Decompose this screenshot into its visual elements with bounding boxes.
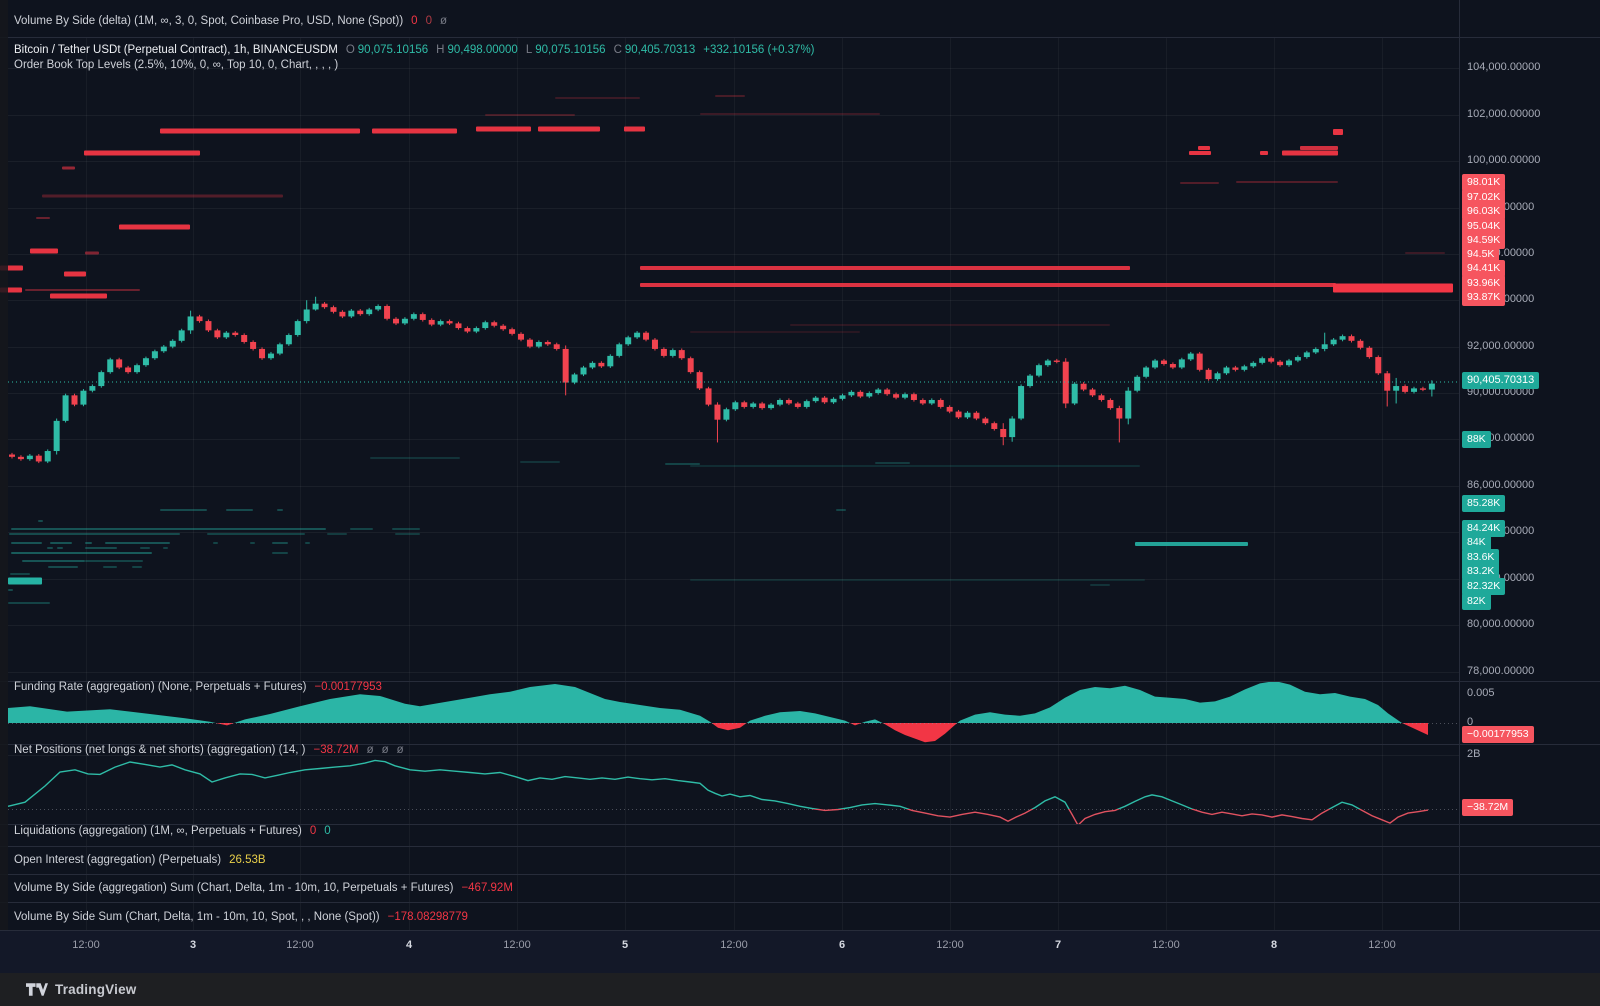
- legend-part: −0.00177953: [314, 681, 382, 693]
- legend-part: Volume By Side (aggregation) Sum (Chart,…: [14, 882, 454, 894]
- bid-level-badge: 83.2K: [1462, 563, 1500, 580]
- axis-label: 78,000.00000: [1467, 665, 1535, 677]
- price-axis[interactable]: 104,000.00000 102,000.00000 100,000.00000 9…: [1460, 0, 1600, 972]
- legend-part: ø: [381, 744, 389, 756]
- legend-part: −178.08298779: [387, 911, 468, 923]
- bid-level-badge: 85.28K: [1462, 495, 1506, 512]
- candles-series: [9, 296, 1435, 464]
- legend-part: C: [613, 44, 622, 56]
- chart-left-edge: [0, 0, 8, 972]
- ask-level-badge: 97.02K: [1462, 189, 1506, 206]
- axis-label: 0.005: [1467, 687, 1495, 699]
- legend-part: Open Interest (aggregation) (Perpetuals): [14, 854, 222, 866]
- time-axis[interactable]: 12:00 3 12:00 4 12:00 5 12:00 6 12:00 7 12:00 8 12:0…: [0, 930, 1600, 973]
- legend-part: +332.10156 (+0.37%): [703, 44, 815, 56]
- legend-part: 0: [411, 15, 418, 27]
- axis-label: 92,000.00000: [1467, 340, 1535, 352]
- time-label-hour: 12:00: [720, 939, 748, 951]
- legend-part: Volume By Side (delta) (1M, ∞, 3, 0, Spo…: [14, 15, 404, 27]
- ask-level-badge: 93.87K: [1462, 289, 1506, 306]
- axis-label: 86,000.00000: [1467, 479, 1535, 491]
- axis-label: 80,000.00000: [1467, 618, 1535, 630]
- time-label-day: 5: [621, 939, 629, 951]
- legend-part: Bitcoin / Tether USDt (Perpetual Contrac…: [14, 44, 338, 56]
- legend-part: 90,075.10156: [535, 44, 606, 56]
- time-label-hour: 12:00: [72, 939, 100, 951]
- legend-order-book[interactable]: Order Book Top Levels (2.5%, 10%, 0, ∞, …: [14, 58, 346, 73]
- bid-level-badge: 82.32K: [1462, 578, 1506, 595]
- funding-rate-badge: −0.00177953: [1462, 726, 1534, 743]
- legend-part: 0: [324, 825, 331, 837]
- time-label-day: 3: [189, 939, 197, 951]
- net-positions-badge: −38.72M: [1462, 799, 1514, 816]
- legend-vbs-sum[interactable]: Volume By Side Sum (Chart, Delta, 1m - 1…: [14, 910, 476, 925]
- time-label-hour: 12:00: [1368, 939, 1396, 951]
- legend-part: L: [525, 44, 533, 56]
- time-label-day: 6: [838, 939, 846, 951]
- legend-net-positions[interactable]: Net Positions (net longs & net shorts) (…: [14, 743, 412, 758]
- time-label-day: 8: [1270, 939, 1278, 951]
- legend-part: Net Positions (net longs & net shorts) (…: [14, 744, 306, 756]
- legend-part: O: [345, 44, 355, 56]
- legend-part: ø: [366, 744, 374, 756]
- time-label-hour: 12:00: [1152, 939, 1180, 951]
- legend-volume-by-side-delta[interactable]: Volume By Side (delta) (1M, ∞, 3, 0, Spo…: [14, 14, 455, 29]
- ask-level-badge: 93.96K: [1462, 275, 1506, 292]
- ask-level-badge: 95.04K: [1462, 218, 1506, 235]
- legend-part: Funding Rate (aggregation) (None, Perpet…: [14, 681, 307, 693]
- legend-part: Liquidations (aggregation) (1M, ∞, Perpe…: [14, 825, 302, 837]
- legend-vbs-aggregation-sum[interactable]: Volume By Side (aggregation) Sum (Chart,…: [14, 881, 521, 896]
- ask-level-badge: 94.41K: [1462, 260, 1506, 277]
- legend-part: 90,075.10156: [357, 44, 429, 56]
- time-label-day: 4: [405, 939, 413, 951]
- legend-part: Order Book Top Levels (2.5%, 10%, 0, ∞, …: [14, 59, 339, 71]
- order-book-levels: [0, 95, 1453, 604]
- ask-level-badge: 98.01K: [1462, 174, 1506, 191]
- chart-area[interactable]: Volume By Side (delta) (1M, ∞, 3, 0, Spo…: [0, 0, 1600, 973]
- legend-part: −38.72M: [313, 744, 359, 756]
- funding-rate-series: [8, 682, 1459, 743]
- chart-canvas[interactable]: [0, 0, 1600, 972]
- bid-level-badge: 83.6K: [1462, 549, 1500, 566]
- legend-part: 90,498.00000: [447, 44, 518, 56]
- tradingview-logo[interactable]: TradingView: [26, 982, 136, 997]
- legend-liquidations[interactable]: Liquidations (aggregation) (1M, ∞, Perpe…: [14, 824, 339, 839]
- legend-part: 90,405.70313: [624, 44, 696, 56]
- bid-level-badge: 84K: [1462, 534, 1491, 551]
- time-label-hour: 12:00: [936, 939, 964, 951]
- legend-part: Volume By Side Sum (Chart, Delta, 1m - 1…: [14, 911, 380, 923]
- gridlines: [8, 37, 1459, 930]
- axis-label: 100,000.00000: [1467, 154, 1541, 166]
- axis-label: 102,000.00000: [1467, 108, 1541, 120]
- legend-part: ø: [439, 15, 447, 27]
- axis-label: 104,000.00000: [1467, 61, 1541, 73]
- legend-symbol[interactable]: Bitcoin / Tether USDt (Perpetual Contrac…: [14, 43, 823, 58]
- tradingview-logo-text: TradingView: [55, 981, 137, 997]
- time-label-hour: 12:00: [286, 939, 314, 951]
- tradingview-logo-icon: [26, 982, 48, 996]
- net-positions-series: [7, 759, 1459, 824]
- legend-part: 0: [309, 825, 317, 837]
- bid-level-badge: 88K: [1462, 431, 1491, 448]
- axis-label: 0: [1467, 716, 1474, 728]
- bid-level-badge: 82K: [1462, 593, 1491, 610]
- bid-level-badge: 84.24K: [1462, 520, 1506, 537]
- legend-part: 0: [425, 15, 432, 27]
- legend-open-interest[interactable]: Open Interest (aggregation) (Perpetuals)…: [14, 853, 274, 868]
- legend-part: H: [436, 44, 445, 56]
- axis-label: 90,000.00000: [1467, 386, 1535, 398]
- footer-strip: TradingView: [0, 972, 1600, 1006]
- ask-level-badge: 94.59K: [1462, 232, 1506, 249]
- current-price-badge: 90,405.70313: [1462, 372, 1540, 389]
- legend-part: −467.92M: [461, 882, 513, 894]
- time-label-day: 7: [1054, 939, 1062, 951]
- ask-level-badge: 94.5K: [1462, 246, 1500, 263]
- legend-funding-rate[interactable]: Funding Rate (aggregation) (None, Perpet…: [14, 680, 390, 695]
- legend-part: ø: [396, 744, 404, 756]
- time-label-hour: 12:00: [503, 939, 531, 951]
- axis-label: 2B: [1467, 748, 1481, 760]
- ask-level-badge: 96.03K: [1462, 203, 1506, 220]
- legend-part: 26.53B: [229, 854, 266, 866]
